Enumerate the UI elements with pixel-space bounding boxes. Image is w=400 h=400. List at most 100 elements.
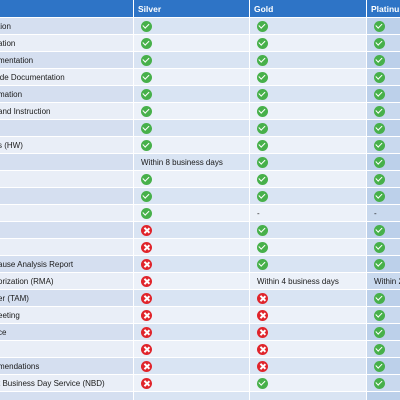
check-circle-icon <box>374 54 385 66</box>
silver-cell <box>134 205 250 222</box>
feature-cell: mendations <box>0 358 134 375</box>
check-circle-icon <box>374 139 385 151</box>
platinum-cell <box>367 35 400 52</box>
gold-cell <box>250 392 367 400</box>
feature-cell: mation <box>0 86 134 103</box>
check-circle-icon <box>257 258 268 270</box>
silver-cell <box>134 324 250 341</box>
check-circle-icon <box>374 326 385 338</box>
feature-cell: orization (RMA) <box>0 273 134 290</box>
check-circle-icon <box>141 20 152 32</box>
cross-circle-icon <box>141 241 152 253</box>
platinum-cell <box>367 392 400 400</box>
table-row: and Instruction <box>0 103 400 120</box>
header-row: Silver Gold Platinum <box>0 0 400 18</box>
table-row <box>0 341 400 358</box>
feature-label: mendations <box>0 361 40 371</box>
feature-cell <box>0 120 134 137</box>
gold-cell <box>250 86 367 103</box>
check-circle-icon <box>141 88 152 100</box>
gold-cell <box>250 239 367 256</box>
silver-value: Within 8 business days <box>141 157 223 167</box>
feature-label: and Instruction <box>0 106 51 116</box>
check-circle-icon <box>257 122 268 134</box>
check-circle-icon <box>141 54 152 66</box>
platinum-cell <box>367 358 400 375</box>
check-circle-icon <box>374 173 385 185</box>
platinum-cell <box>367 52 400 69</box>
cross-circle-icon <box>257 360 268 372</box>
table-row: ce <box>0 324 400 341</box>
feature-cell: tion <box>0 18 134 35</box>
gold-value: - <box>257 208 260 218</box>
check-circle-icon <box>141 207 152 219</box>
gold-cell <box>250 52 367 69</box>
platinum-cell <box>367 256 400 273</box>
cross-circle-icon <box>257 326 268 338</box>
table-row <box>0 171 400 188</box>
feature-cell: t Business Day Service (NBD) <box>0 375 134 392</box>
gold-cell <box>250 324 367 341</box>
cross-circle-icon <box>257 292 268 304</box>
silver-cell: Within 8 business days <box>134 154 250 171</box>
feature-label: er (TAM) <box>0 293 29 303</box>
feature-cell: mentation <box>0 52 134 69</box>
gold-cell: Within 4 business days <box>250 273 367 290</box>
silver-cell <box>134 290 250 307</box>
table-row <box>0 222 400 239</box>
feature-label: ce <box>0 327 7 337</box>
gold-cell <box>250 341 367 358</box>
header-platinum: Platinum <box>367 0 400 18</box>
check-circle-icon <box>141 173 152 185</box>
check-circle-icon <box>374 156 385 168</box>
check-circle-icon <box>374 88 385 100</box>
header-silver: Silver <box>134 0 250 18</box>
check-circle-icon <box>257 88 268 100</box>
check-circle-icon <box>374 309 385 321</box>
silver-cell <box>134 103 250 120</box>
table-row: er (TAM) <box>0 290 400 307</box>
platinum-cell <box>367 341 400 358</box>
header-gold: Gold <box>250 0 367 18</box>
check-circle-icon <box>141 139 152 151</box>
check-circle-icon <box>257 71 268 83</box>
feature-label: s (HW) <box>0 140 23 150</box>
silver-cell <box>134 307 250 324</box>
table-row: Within 8 business days <box>0 154 400 171</box>
table-row: ation <box>0 35 400 52</box>
platinum-cell <box>367 188 400 205</box>
feature-label: ide Documentation <box>0 72 65 82</box>
check-circle-icon <box>257 241 268 253</box>
gold-cell <box>250 375 367 392</box>
check-circle-icon <box>141 105 152 117</box>
platinum-cell <box>367 324 400 341</box>
platinum-cell <box>367 375 400 392</box>
table-row: -- <box>0 205 400 222</box>
platinum-cell <box>367 290 400 307</box>
check-circle-icon <box>257 20 268 32</box>
feature-label: ation <box>0 38 16 48</box>
cross-circle-icon <box>141 377 152 389</box>
table-row: mentation <box>0 52 400 69</box>
gold-cell <box>250 103 367 120</box>
feature-label: ause Analysis Report <box>0 259 74 269</box>
feature-label: t Business Day Service (NBD) <box>0 378 105 388</box>
table-row: eeting <box>0 307 400 324</box>
feature-cell: eeting <box>0 307 134 324</box>
check-circle-icon <box>374 292 385 304</box>
check-circle-icon <box>374 377 385 389</box>
check-circle-icon <box>374 190 385 202</box>
feature-cell <box>0 341 134 358</box>
feature-label: orization (RMA) <box>0 276 54 286</box>
silver-cell <box>134 18 250 35</box>
platinum-cell <box>367 307 400 324</box>
silver-cell <box>134 273 250 290</box>
platinum-cell <box>367 69 400 86</box>
platinum-cell: Within 2 <box>367 273 400 290</box>
gold-cell <box>250 290 367 307</box>
check-circle-icon <box>374 224 385 236</box>
check-circle-icon <box>141 190 152 202</box>
check-circle-icon <box>374 20 385 32</box>
platinum-cell <box>367 239 400 256</box>
